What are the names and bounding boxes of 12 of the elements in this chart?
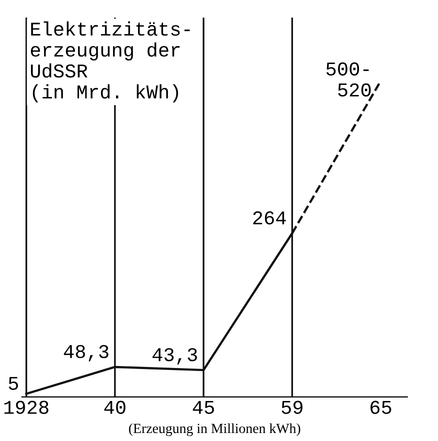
data-label: 264: [253, 211, 286, 224]
x-axis-title: (Erzeugung in Millionen kWh): [129, 423, 300, 436]
x-tick-label: 59: [282, 400, 302, 414]
data-label: 5: [8, 376, 18, 390]
x-tick-label: 1928: [4, 400, 48, 414]
data-label: 500- 520: [326, 62, 371, 97]
x-tick-label: 65: [370, 400, 392, 414]
chart-title: Elektrizitäts- erzeugung der UdSSR (in Mrd. kWh): [30, 21, 190, 102]
data-label: 48,3: [64, 344, 108, 362]
x-tick-label: 45: [192, 400, 214, 414]
data-label: 43,3: [152, 348, 197, 365]
x-tick-label: 40: [104, 400, 126, 414]
